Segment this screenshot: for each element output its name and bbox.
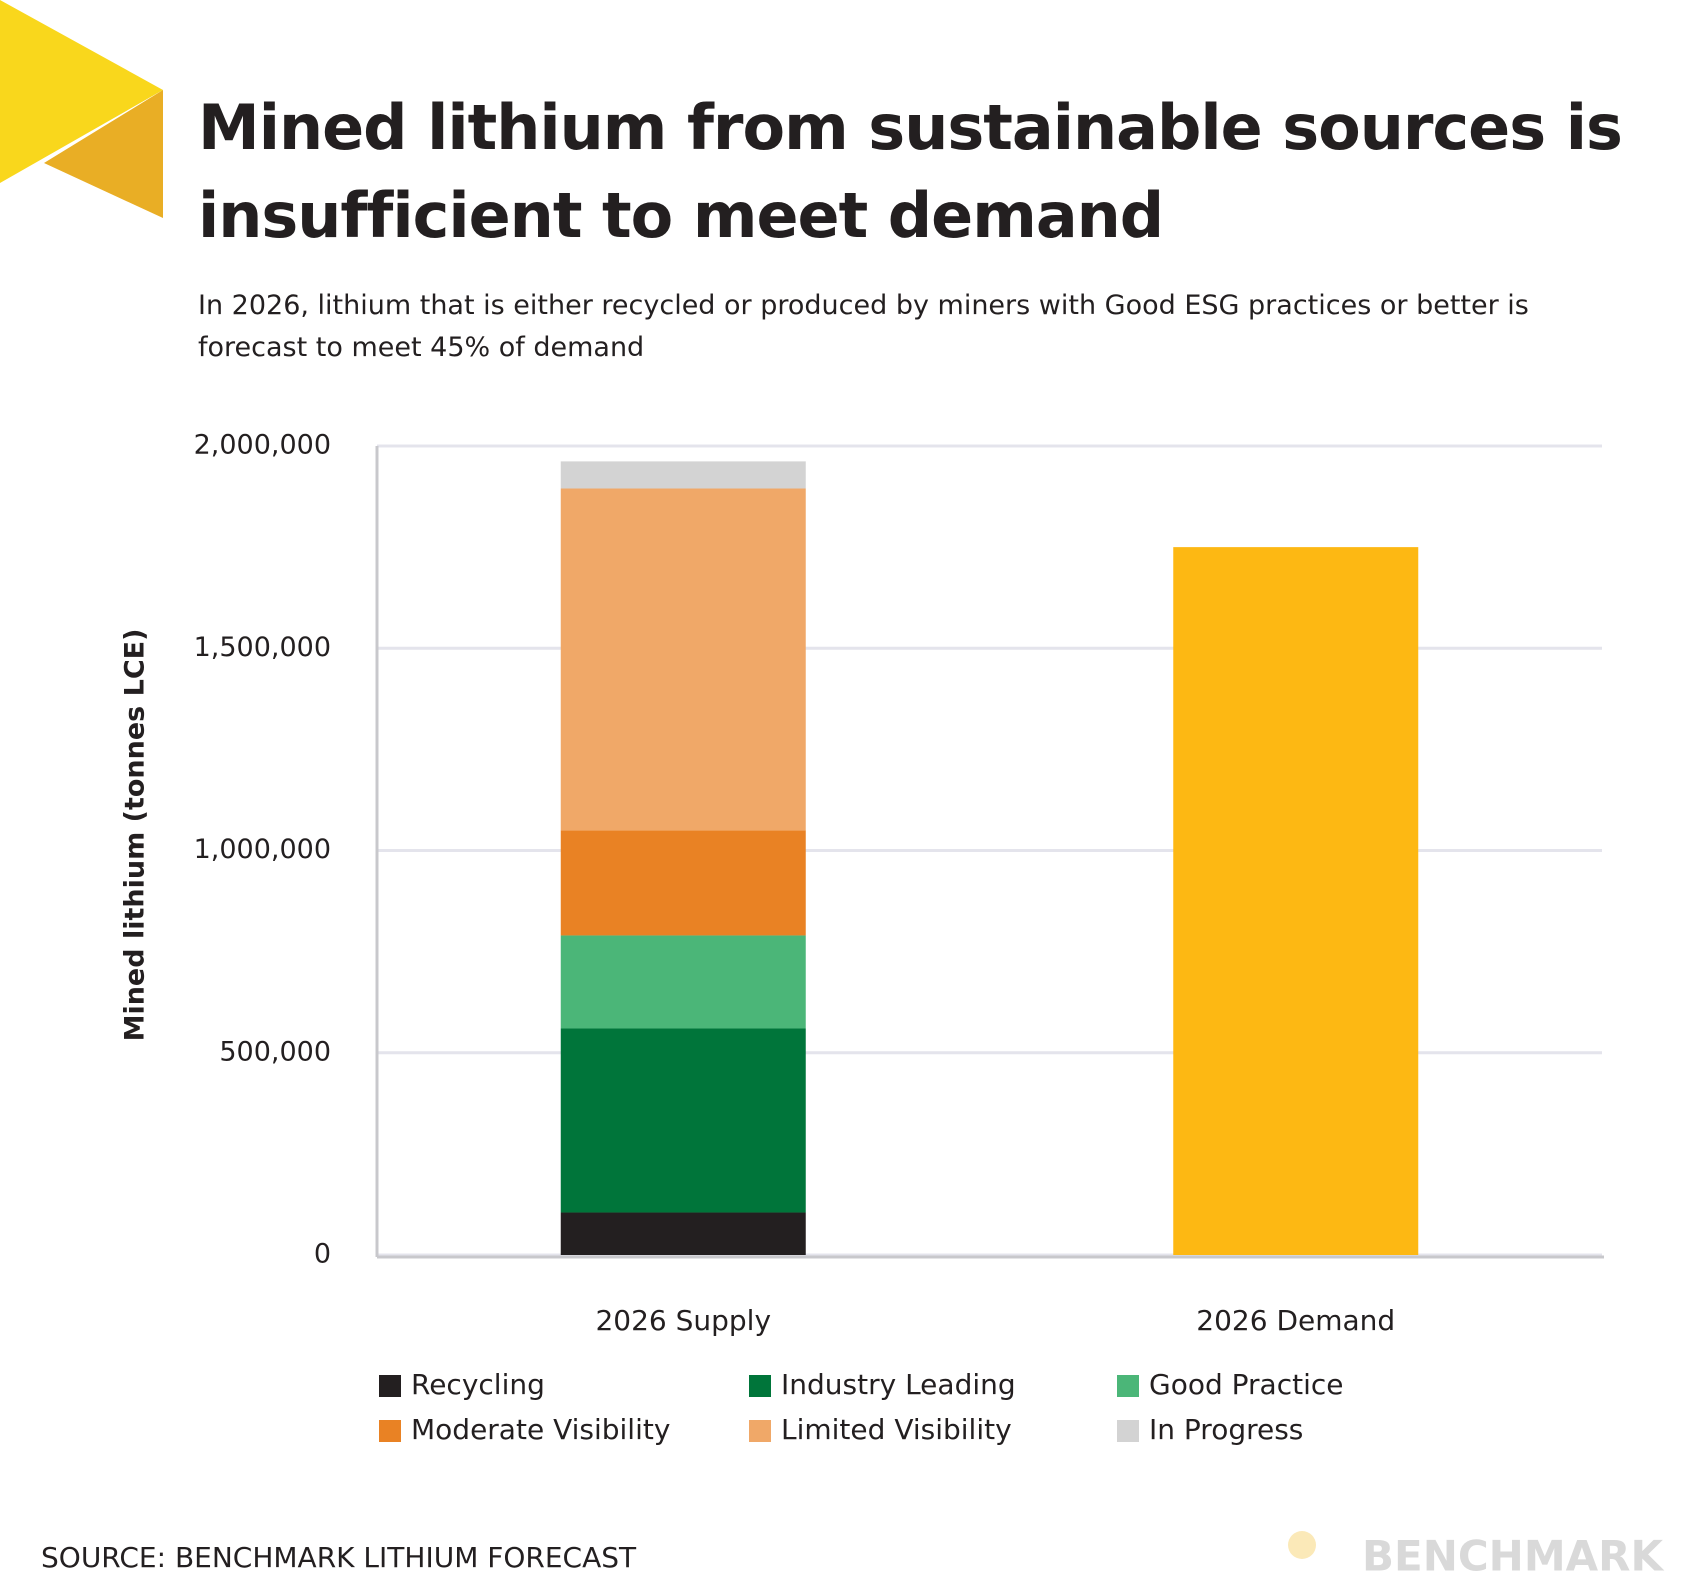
decoration: [44, 90, 163, 218]
y-tick-label: 1,000,000: [194, 834, 331, 865]
bar-segment: [560, 935, 806, 1029]
legend-swatch: [379, 1420, 401, 1442]
y-tick-label: 0: [314, 1239, 331, 1270]
legend-swatch: [749, 1375, 771, 1397]
x-tick-label: 2026 Supply: [595, 1304, 771, 1337]
logo-icon: [1288, 1531, 1316, 1559]
y-tick-label: 1,500,000: [194, 632, 331, 663]
bar-segment: [560, 1028, 806, 1213]
y-tick-label: 2,000,000: [194, 430, 331, 461]
legend-label: Recycling: [411, 1368, 545, 1401]
legend-swatch: [1117, 1375, 1139, 1397]
y-tick-label: 500,000: [219, 1036, 331, 1067]
chart-subtitle: In 2026, lithium that is either recycled…: [198, 290, 1529, 363]
x-tick-label: 2026 Demand: [1196, 1304, 1395, 1337]
bar-segment: [1173, 547, 1419, 1255]
decoration: [0, 0, 163, 183]
legend-label: Limited Visibility: [781, 1413, 1012, 1446]
logo: BENCHMARK: [1362, 1532, 1664, 1580]
legend-swatch: [1117, 1420, 1139, 1442]
legend-swatch: [379, 1375, 401, 1397]
legend-label: Good Practice: [1149, 1368, 1343, 1401]
legend-label: Moderate Visibility: [411, 1413, 670, 1446]
chart-title: Mined lithium from sustainable sources i…: [198, 91, 1623, 252]
bar-segment: [560, 461, 806, 489]
bar-segment: [560, 488, 806, 831]
bar-segment: [560, 830, 806, 936]
source: SOURCE: BENCHMARK LITHIUM FORECAST: [41, 1541, 637, 1574]
legend-swatch: [749, 1420, 771, 1442]
legend-label: Industry Leading: [781, 1368, 1016, 1401]
bar-segment: [560, 1212, 806, 1255]
y-axis-label: Mined lithium (tonnes LCE): [120, 629, 151, 1042]
legend-label: In Progress: [1149, 1413, 1303, 1446]
